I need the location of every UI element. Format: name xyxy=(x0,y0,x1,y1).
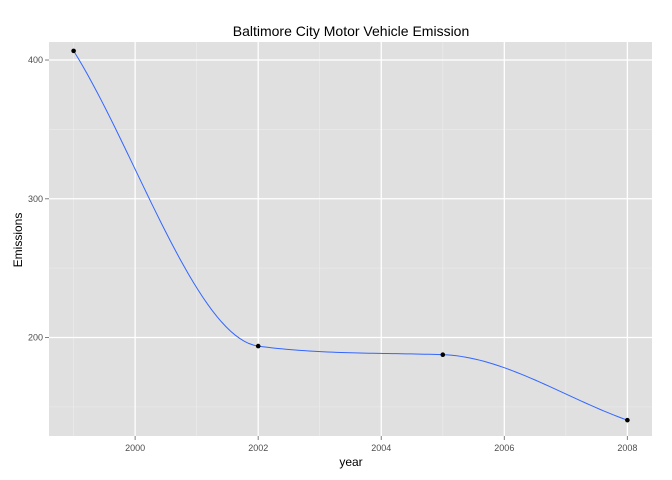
plot-panel xyxy=(49,42,652,436)
major-gridlines xyxy=(49,42,652,436)
data-point xyxy=(440,352,446,358)
x-tick-label: 2002 xyxy=(248,443,268,453)
minor-gridlines xyxy=(49,42,652,436)
y-tick-label: 200 xyxy=(28,333,43,343)
y-tick-label: 300 xyxy=(28,194,43,204)
chart-title: Baltimore City Motor Vehicle Emission xyxy=(233,23,470,39)
y-axis-title: Emissions xyxy=(11,213,25,268)
x-axis-title: year xyxy=(339,455,362,469)
data-point xyxy=(255,343,261,349)
x-tick-label: 2000 xyxy=(125,443,145,453)
data-points xyxy=(71,48,630,423)
x-tick-label: 2008 xyxy=(617,443,637,453)
y-axis-ticks: 200 300 400 xyxy=(28,55,49,343)
y-tick-label: 400 xyxy=(28,55,43,65)
x-axis-ticks: 2000 2002 2004 2006 2008 xyxy=(125,436,637,453)
data-point xyxy=(71,48,76,54)
series-line xyxy=(73,50,628,421)
x-tick-label: 2004 xyxy=(371,443,391,453)
data-point xyxy=(625,417,630,423)
x-tick-label: 2006 xyxy=(494,443,514,453)
